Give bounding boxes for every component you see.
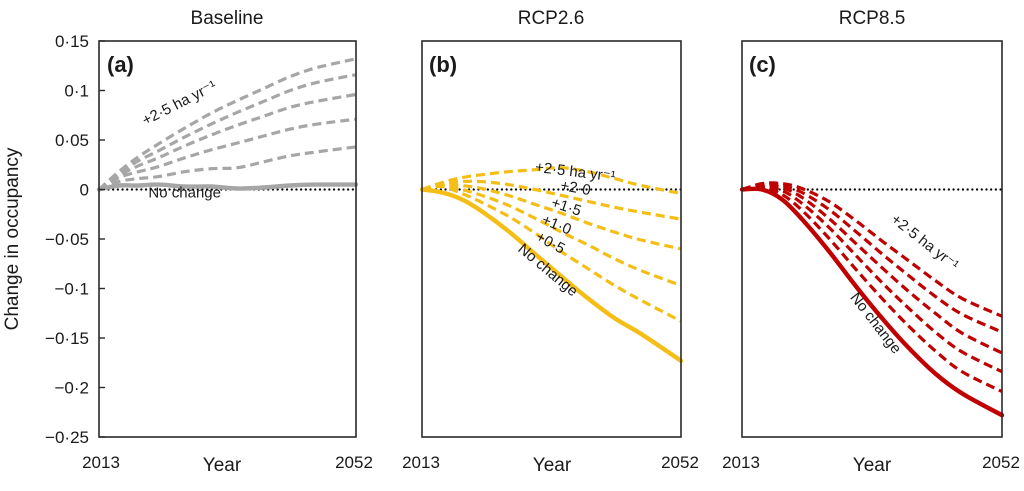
- x-tick-label-end: 2052: [982, 453, 1020, 472]
- series-line-2-0-ha-yr-1: [421, 179, 682, 221]
- series-line-1-0-ha-yr-1: [421, 183, 682, 288]
- line-annotation: No change: [847, 290, 905, 358]
- x-tick-label-end: 2052: [335, 453, 373, 472]
- y-tick-label: −0·05: [45, 230, 89, 249]
- series-line-no-change: [96, 182, 359, 192]
- y-tick-label: −0·1: [55, 280, 90, 299]
- x-axis-label: Year: [203, 455, 242, 476]
- y-axis-ticks: 0·15 0·1 0·05 0 −0·05 −0·1 −0·15 −0·2 −0·25: [45, 32, 105, 447]
- series-line-2-5-ha-yr-1: [421, 166, 682, 196]
- y-tick-label: 0: [80, 181, 89, 200]
- plot-frame: [421, 40, 682, 438]
- series-layer: [96, 57, 359, 192]
- y-tick-label: −0·25: [45, 428, 89, 447]
- series-layer: [419, 166, 684, 363]
- y-tick-label: 0·05: [55, 131, 89, 150]
- y-tick-label: −0·15: [45, 329, 89, 348]
- panel-rcp26: RCP2.6 (b) 2013 2052 Year +2·5 ha yr⁻¹+2…: [402, 8, 699, 476]
- panel-letter: (c): [749, 52, 776, 77]
- series-line-no-change: [419, 187, 684, 363]
- line-annotation: No change: [148, 184, 221, 201]
- panel-letter: (a): [107, 52, 134, 77]
- panel-title: RCP2.6: [518, 8, 585, 29]
- x-tick-label-start: 2013: [722, 453, 760, 472]
- series-line-0-5-ha-yr-1: [421, 184, 682, 323]
- series-line-1-0-ha-yr-1: [741, 184, 1003, 374]
- x-axis-label: Year: [533, 455, 572, 476]
- panel-letter: (b): [429, 52, 457, 77]
- series-line-no-change: [739, 186, 1005, 418]
- panel-baseline: Baseline (a) 0·15 0·1 0·05 0 −0·05 −0·1 −0·15 −…: [45, 8, 373, 476]
- x-tick-label-start: 2013: [402, 453, 440, 472]
- series-line-1-5-ha-yr-1: [421, 182, 682, 251]
- line-annotation: +2·0: [559, 177, 592, 199]
- series-line-2-5-ha-yr-1: [741, 181, 1003, 318]
- x-tick-label-start: 2013: [82, 453, 120, 472]
- y-tick-label: −0·2: [55, 379, 90, 398]
- series-line-0-5-ha-yr-1: [98, 145, 357, 191]
- x-axis-label: Year: [853, 455, 892, 476]
- plot-frame: [98, 40, 357, 438]
- line-annotation: +2·5 ha yr⁻¹: [139, 77, 219, 129]
- panel-rcp85: RCP8.5 (c) 2013 2052 Year +2·5 ha yr⁻¹ No…: [722, 8, 1020, 476]
- y-tick-label: 0·1: [64, 82, 89, 101]
- x-tick-label-end: 2052: [661, 453, 699, 472]
- series-line-2-0-ha-yr-1: [741, 182, 1003, 334]
- line-annotation: +2·5 ha yr⁻¹: [888, 211, 962, 274]
- plot-frame: [741, 40, 1003, 438]
- series-line-1-5-ha-yr-1: [98, 92, 357, 191]
- series-line-2-5-ha-yr-1: [97, 57, 357, 191]
- y-axis-label: Change in occupancy: [2, 147, 23, 330]
- panel-title: RCP8.5: [839, 8, 906, 29]
- y-tick-label: 0·15: [55, 32, 89, 51]
- series-line-1-0-ha-yr-1: [98, 117, 357, 191]
- series-line-0-5-ha-yr-1: [741, 185, 1003, 393]
- panel-title: Baseline: [191, 8, 264, 29]
- series-layer: [739, 181, 1005, 418]
- series-line-2-0-ha-yr-1: [98, 73, 357, 191]
